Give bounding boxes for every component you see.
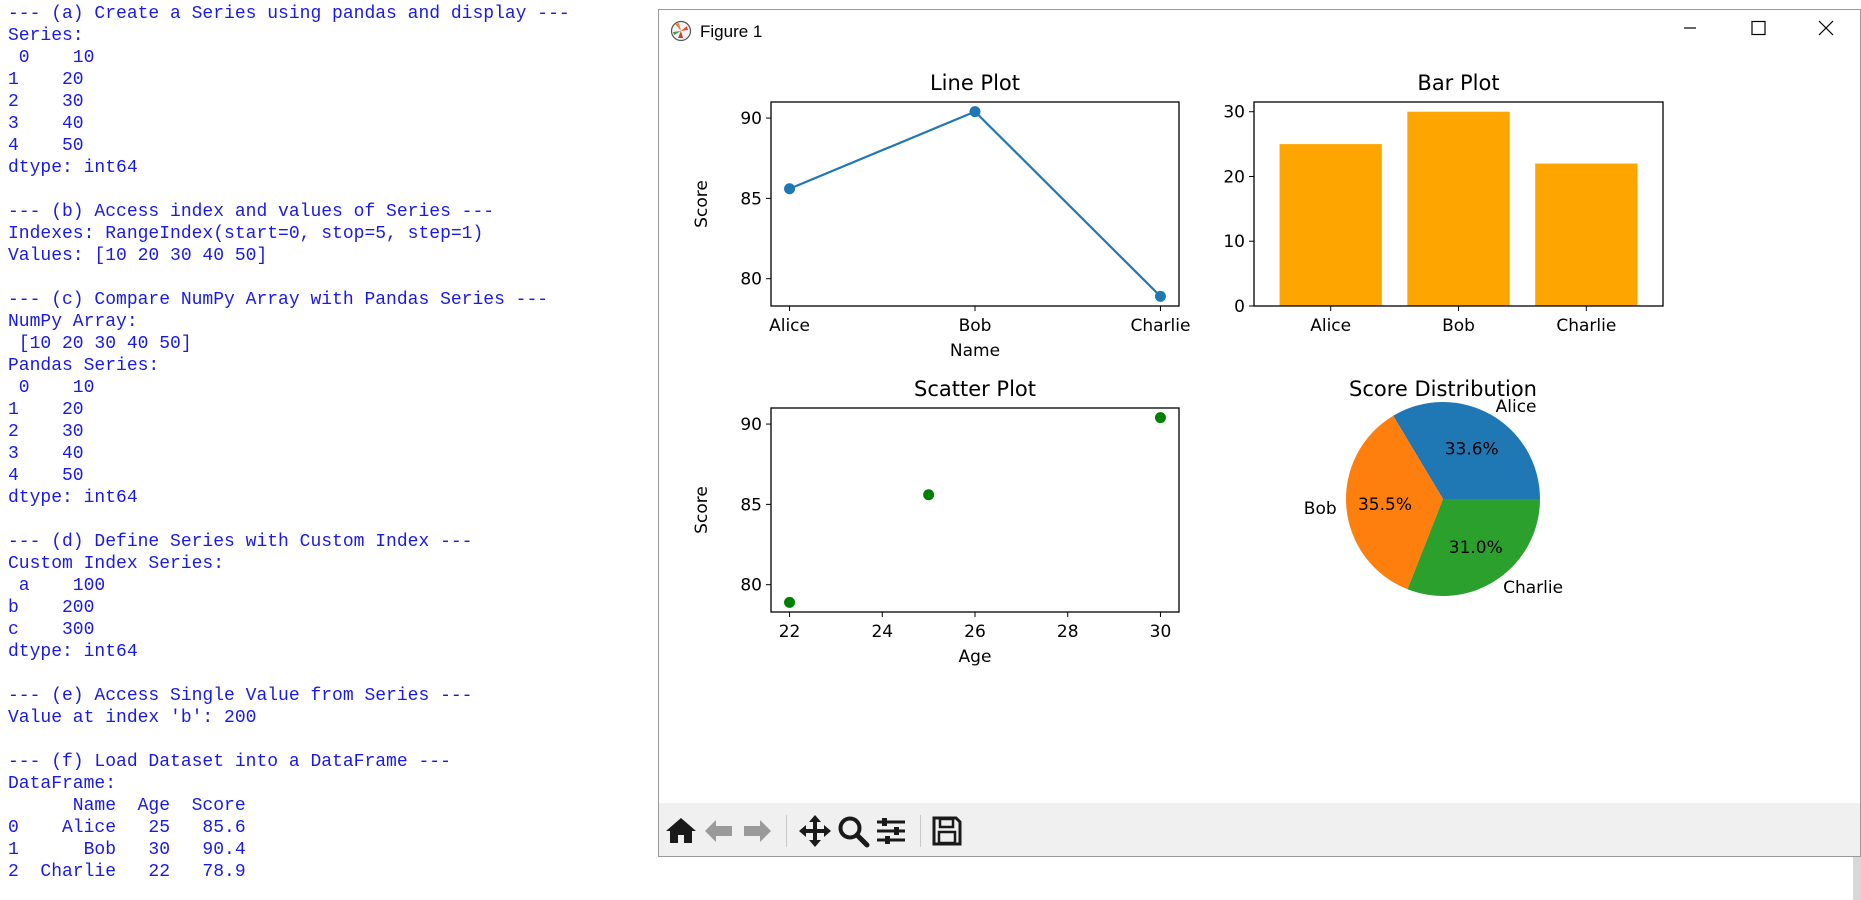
close-button[interactable] bbox=[1792, 10, 1860, 52]
configure-subplots-icon[interactable] bbox=[873, 813, 909, 849]
pie-percent-label: 31.0% bbox=[1449, 538, 1503, 558]
minimize-button[interactable] bbox=[1656, 10, 1724, 52]
toolbar-separator bbox=[786, 815, 787, 847]
y-tick-label: 85 bbox=[740, 495, 762, 515]
y-tick-label: 90 bbox=[740, 109, 762, 129]
x-tick-label: Charlie bbox=[1130, 316, 1190, 336]
pie-percent-label: 33.6% bbox=[1445, 439, 1499, 459]
y-tick-label: 90 bbox=[740, 415, 762, 435]
plot-frame bbox=[770, 407, 1180, 613]
x-tick-label: Bob bbox=[1442, 316, 1475, 336]
bar bbox=[1535, 163, 1638, 306]
console-output: --- (a) Create a Series using pandas and… bbox=[0, 0, 650, 900]
y-tick-label: 30 bbox=[1223, 103, 1245, 123]
back-icon[interactable] bbox=[701, 813, 737, 849]
pie-percent-label: 35.5% bbox=[1358, 495, 1412, 515]
maximize-icon bbox=[1751, 20, 1766, 36]
title-bar[interactable]: Figure 1 bbox=[659, 10, 1860, 52]
bar bbox=[1279, 144, 1382, 306]
x-tick-label: 28 bbox=[1057, 622, 1079, 642]
chart-title: Score Distribution bbox=[1349, 377, 1537, 401]
matplotlib-app-icon bbox=[670, 20, 692, 42]
x-tick-label: 22 bbox=[779, 622, 801, 642]
scatter-point bbox=[923, 489, 935, 501]
pan-icon[interactable] bbox=[797, 813, 833, 849]
line-point bbox=[784, 183, 796, 195]
pie-label: Alice bbox=[1496, 397, 1537, 417]
pie-slice bbox=[1393, 402, 1540, 499]
line-point bbox=[969, 106, 981, 118]
scatter-point bbox=[784, 596, 796, 608]
x-axis-label: Age bbox=[959, 647, 992, 667]
y-axis-label: Score bbox=[692, 180, 712, 228]
y-tick-label: 80 bbox=[740, 576, 762, 596]
forward-icon[interactable] bbox=[739, 813, 775, 849]
x-tick-label: 26 bbox=[964, 622, 986, 642]
chart-title: Line Plot bbox=[930, 71, 1020, 95]
y-tick-label: 0 bbox=[1234, 297, 1245, 317]
toolbar-separator bbox=[920, 815, 921, 847]
y-tick-label: 10 bbox=[1223, 232, 1245, 252]
close-icon bbox=[1818, 20, 1834, 36]
line-point bbox=[1154, 290, 1166, 302]
y-tick-label: 85 bbox=[740, 189, 762, 209]
home-icon[interactable] bbox=[663, 813, 699, 849]
x-tick-label: Charlie bbox=[1556, 316, 1616, 336]
line-series bbox=[789, 110, 1162, 298]
maximize-button[interactable] bbox=[1724, 10, 1792, 52]
pie-label: Bob bbox=[1304, 499, 1337, 519]
x-tick-label: 24 bbox=[871, 622, 893, 642]
zoom-icon[interactable] bbox=[835, 813, 871, 849]
navigation-toolbar bbox=[659, 803, 1860, 856]
y-axis-label: Score bbox=[692, 486, 712, 534]
pie-label: Charlie bbox=[1503, 578, 1563, 598]
scrollbar[interactable] bbox=[1853, 857, 1861, 900]
y-tick-label: 80 bbox=[740, 270, 762, 290]
x-axis-label: Name bbox=[950, 341, 1000, 361]
window-title: Figure 1 bbox=[700, 22, 763, 41]
chart-title: Scatter Plot bbox=[914, 377, 1036, 401]
plot-frame bbox=[770, 101, 1180, 307]
figure-canvas[interactable]: Line Plot 80 85 90 Alice Bob Charlie Name Score B… bbox=[659, 52, 1860, 770]
console-text: --- (a) Create a Series using pandas and… bbox=[8, 4, 570, 882]
pie-slice bbox=[1407, 499, 1540, 596]
x-tick-label: 30 bbox=[1150, 622, 1172, 642]
x-tick-label: Alice bbox=[769, 316, 810, 336]
x-tick-label: Bob bbox=[959, 316, 992, 336]
minimize-icon bbox=[1684, 27, 1696, 29]
figure-window: Figure 1 Line Plot 80 85 90 Alice Bob Charlie N… bbox=[658, 9, 1861, 857]
bar bbox=[1407, 111, 1510, 306]
y-tick-label: 20 bbox=[1223, 167, 1245, 187]
scatter-point bbox=[1154, 412, 1166, 424]
save-icon[interactable] bbox=[929, 813, 965, 849]
x-tick-label: Alice bbox=[1310, 316, 1351, 336]
pie-slice bbox=[1346, 415, 1443, 590]
chart-title: Bar Plot bbox=[1417, 71, 1499, 95]
